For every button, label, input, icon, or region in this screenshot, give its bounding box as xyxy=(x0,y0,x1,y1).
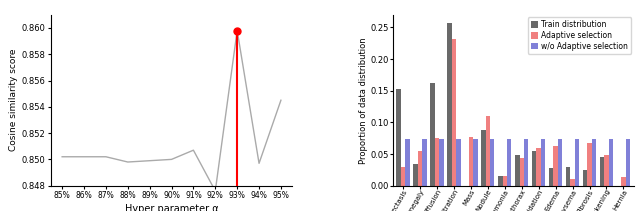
Bar xyxy=(626,139,630,186)
Bar xyxy=(554,146,558,186)
Y-axis label: Proportion of data distribution: Proportion of data distribution xyxy=(358,37,367,164)
Bar xyxy=(422,139,427,186)
Bar xyxy=(413,164,418,186)
Bar xyxy=(558,139,563,186)
Bar xyxy=(486,116,490,186)
Bar xyxy=(447,23,452,186)
Bar xyxy=(575,139,579,186)
X-axis label: Hyper parameter α: Hyper parameter α xyxy=(125,204,218,211)
Bar xyxy=(456,139,461,186)
Bar xyxy=(418,151,422,186)
Bar xyxy=(490,139,495,186)
Bar xyxy=(588,143,592,186)
Bar xyxy=(604,155,609,186)
Bar xyxy=(502,176,507,186)
Bar xyxy=(520,158,524,186)
Bar xyxy=(397,89,401,186)
Bar xyxy=(515,155,520,186)
Bar xyxy=(536,148,541,186)
Bar xyxy=(549,168,554,186)
Bar xyxy=(609,139,613,186)
Bar xyxy=(439,139,444,186)
Bar xyxy=(498,176,502,186)
Bar xyxy=(481,130,486,186)
Y-axis label: Cosine similarity score: Cosine similarity score xyxy=(8,49,18,151)
Bar xyxy=(405,139,410,186)
Bar xyxy=(570,179,575,186)
Bar xyxy=(452,39,456,186)
Legend: Train distribution, Adaptive selection, w/o Adaptive selection: Train distribution, Adaptive selection, … xyxy=(527,17,631,54)
Bar xyxy=(524,139,529,186)
Bar xyxy=(507,139,511,186)
Bar xyxy=(541,139,545,186)
Bar xyxy=(532,151,536,186)
Bar xyxy=(401,167,405,186)
Bar xyxy=(566,167,570,186)
Bar xyxy=(468,137,473,186)
Bar xyxy=(592,139,596,186)
Bar xyxy=(621,177,626,186)
Bar xyxy=(600,157,604,186)
Point xyxy=(232,29,243,32)
Bar xyxy=(473,139,477,186)
Bar xyxy=(583,170,588,186)
Bar xyxy=(430,83,435,186)
Bar xyxy=(435,138,439,186)
